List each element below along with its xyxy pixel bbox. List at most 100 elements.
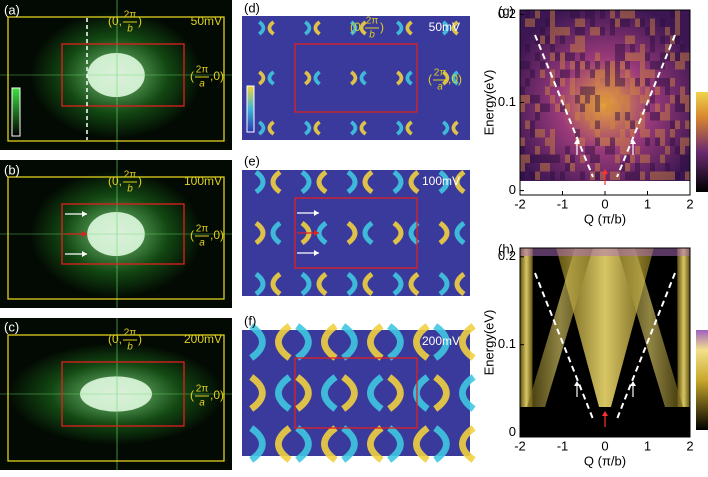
arc-feature	[405, 120, 413, 136]
heatmap-noise	[660, 18, 665, 27]
heatmap-noise	[560, 27, 565, 36]
arc-feature	[396, 20, 404, 36]
heatmap-noise	[620, 44, 625, 53]
heatmap-noise	[565, 154, 570, 163]
arc-feature	[316, 169, 328, 195]
heatmap-noise	[605, 69, 610, 78]
heatmap-noise	[610, 171, 615, 180]
arc-feature	[346, 169, 358, 195]
panel-label: (c)	[4, 319, 19, 334]
arc-feature	[275, 323, 292, 361]
heatmap-noise	[550, 146, 555, 155]
x-tick-label: 1	[644, 438, 651, 453]
heatmap-noise	[530, 154, 535, 163]
arc-feature	[350, 120, 358, 136]
heatmap-noise	[630, 154, 635, 163]
heatmap-noise	[650, 35, 655, 44]
heatmap-noise	[615, 69, 620, 78]
heatmap-noise	[555, 78, 560, 87]
heatmap-noise	[520, 95, 525, 104]
heatmap-noise	[560, 103, 565, 112]
band-stripe	[520, 248, 533, 407]
arc-feature	[304, 20, 312, 36]
heatmap-noise	[615, 103, 620, 112]
heatmap-noise	[635, 171, 640, 180]
y-tick-label: 0.1	[498, 94, 516, 109]
heatmap-noise	[640, 69, 645, 78]
heatmap-noise	[595, 171, 600, 180]
arc-feature	[459, 323, 476, 361]
heatmap-noise	[665, 78, 670, 87]
heatmap-noise	[550, 78, 555, 87]
heatmap-noise	[590, 69, 595, 78]
bias-label: 200mV	[184, 332, 222, 346]
heatmap-noise	[630, 52, 635, 61]
heatmap-noise	[545, 163, 550, 172]
y-axis-label: Energy(eV)	[481, 70, 496, 136]
heatmap-noise	[585, 95, 590, 104]
colorbar	[246, 85, 255, 133]
heatmap	[520, 10, 690, 181]
arc-feature	[304, 120, 312, 136]
heatmap-noise	[680, 137, 685, 146]
heatmap-noise	[670, 95, 675, 104]
y-tick-label: 0	[509, 424, 516, 439]
heatmap-noise	[595, 137, 600, 146]
heatmap-noise	[615, 78, 620, 87]
x-tick-label: -2	[514, 196, 526, 211]
heatmap-noise	[620, 163, 625, 172]
fraction-den: b	[127, 184, 133, 195]
fraction-open: (	[190, 228, 194, 242]
heatmap-noise	[600, 27, 605, 36]
heatmap-noise	[665, 112, 670, 121]
heatmap-noise	[540, 61, 545, 70]
fourier-core	[87, 212, 145, 256]
heatmap-noise	[585, 10, 590, 19]
arc-feature	[341, 425, 358, 463]
heatmap-noise	[615, 52, 620, 61]
fraction-num: 2π	[366, 16, 379, 27]
arc-feature	[313, 20, 321, 36]
heatmap-noise	[520, 163, 525, 172]
heatmap-noise	[645, 95, 650, 104]
heatmap-noise	[625, 18, 630, 27]
fraction-num: 2π	[124, 170, 137, 181]
fraction-den: a	[199, 238, 205, 249]
heatmap-noise	[665, 171, 670, 180]
heatmap-noise	[670, 78, 675, 87]
heatmap-noise	[675, 171, 680, 180]
heatmap-noise	[570, 44, 575, 53]
heatmap-noise	[610, 78, 615, 87]
heatmap-noise	[580, 18, 585, 27]
panel-label: (h)	[498, 241, 514, 256]
bias-label: 50mV	[191, 14, 222, 28]
heatmap-noise	[595, 154, 600, 163]
heatmap-noise	[625, 95, 630, 104]
heatmap-noise	[640, 120, 645, 129]
heatmap-noise	[565, 103, 570, 112]
arc-feature	[275, 374, 292, 412]
heatmap-noise	[535, 171, 540, 180]
heatmap-noise	[575, 18, 580, 27]
heatmap-noise	[660, 171, 665, 180]
arc-feature	[438, 169, 450, 195]
fraction-den: b	[127, 24, 133, 35]
heatmap-noise	[635, 78, 640, 87]
arc-feature	[300, 271, 312, 297]
fraction-open: (	[428, 72, 432, 86]
arc-feature	[249, 374, 266, 412]
heatmap-noise	[675, 18, 680, 27]
heatmap-noise	[550, 137, 555, 146]
heatmap-noise	[665, 52, 670, 61]
x-tick-label: -2	[514, 438, 526, 453]
x-tick-label: -1	[557, 438, 569, 453]
panel-label: (d)	[244, 0, 260, 15]
arc-feature	[313, 120, 321, 136]
heatmap-noise	[680, 146, 685, 155]
heatmap-noise	[600, 171, 605, 180]
arc-feature	[408, 271, 420, 297]
heatmap-noise	[530, 18, 535, 27]
arc-feature	[249, 425, 266, 463]
arc-feature	[387, 323, 404, 361]
